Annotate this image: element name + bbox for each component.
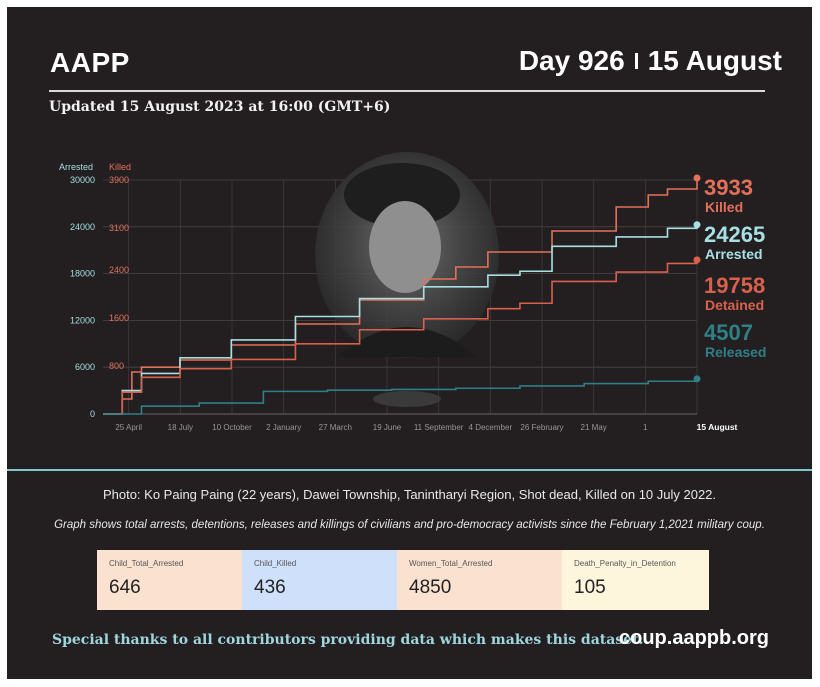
stat-child-killed: Child_Killed 436 (242, 550, 397, 610)
infographic-card: AAPP Day 926 15 August Updated 15 August … (7, 7, 812, 679)
series-line-killed (103, 178, 698, 415)
tick-label-killed: 2400 (109, 265, 129, 275)
series-endpoint-released (693, 375, 701, 383)
tick-label-date: 26 February (520, 423, 563, 432)
series-line-arrested (103, 224, 698, 415)
tick-label-date: 19 June (373, 423, 402, 432)
tick-label-arrested: 18000 (70, 269, 95, 279)
end-name-released: Released (705, 344, 766, 360)
stat-women-total-arrested: Women_Total_Arrested 4850 (397, 550, 562, 610)
tick-label-arrested: 24000 (70, 222, 95, 232)
tick-label-date: 21 May (581, 423, 607, 432)
chart-series (103, 174, 701, 415)
stat-value: 105 (574, 577, 606, 598)
section-divider (7, 469, 812, 471)
tick-label-killed: 800 (109, 361, 124, 371)
tick-label-date: 15 August (697, 422, 738, 432)
end-value-arrested: 24265 (704, 222, 765, 247)
axis-title-killed: Killed (109, 162, 131, 172)
tick-label-date: 4 December (469, 423, 513, 432)
separator-bar (634, 53, 638, 69)
series-line-detained (103, 259, 698, 415)
series-endpoint-arrested (693, 221, 701, 229)
tick-label-arrested: 30000 (70, 175, 95, 185)
end-name-detained: Detained (705, 297, 764, 313)
stat-value: 646 (109, 577, 141, 598)
stat-label: Death_Penalty_in_Detention (574, 559, 676, 568)
chart-axes: Arrested Killed 0 6000 12000 18000 24000 30000 8… (59, 162, 738, 432)
end-value-released: 4507 (704, 320, 753, 345)
tick-label-arrested: 0 (90, 409, 95, 419)
tick-label-date: 18 July (168, 423, 193, 432)
graph-note: Graph shows total arrests, detentions, r… (54, 519, 765, 531)
tick-label-date: 11 September (414, 423, 464, 432)
end-name-arrested: Arrested (705, 246, 763, 262)
thanks-note: Special thanks to all contributors provi… (52, 632, 644, 648)
tick-label-arrested: 12000 (70, 315, 95, 325)
photo-caption: Photo: Ko Paing Paing (22 years), Dawei … (102, 487, 717, 502)
brand-title: AAPP (50, 47, 130, 78)
stat-label: Child_Total_Arrested (109, 559, 184, 568)
tick-label-date: 1 (643, 423, 648, 432)
stat-value: 4850 (409, 577, 452, 598)
series-line-released (103, 378, 698, 415)
tick-label-killed: 3100 (109, 223, 129, 233)
end-name-killed: Killed (705, 199, 743, 215)
stats-row: Child_Total_Arrested 646 Child_Killed 43… (97, 550, 709, 610)
website-link: coup.aappb.org (619, 627, 769, 649)
day-number: Day 926 (518, 45, 625, 76)
series-endpoint-detained (693, 256, 701, 264)
series-endpoint-killed (693, 174, 701, 182)
tick-label-arrested: 6000 (75, 362, 95, 372)
end-value-detained: 19758 (704, 273, 765, 298)
stat-child-total-arrested: Child_Total_Arrested 646 (97, 550, 242, 610)
day-counter: Day 926 15 August (519, 45, 782, 77)
tick-label-date: 25 April (115, 423, 142, 432)
tick-label-date: 27 March (319, 423, 352, 432)
end-value-killed: 3933 (704, 175, 753, 200)
timeline-chart: Arrested Killed 0 6000 12000 18000 24000 30000 8… (59, 152, 766, 432)
stat-label: Women_Total_Arrested (409, 559, 493, 568)
tick-label-date: 10 October (212, 423, 252, 432)
stat-label: Child_Killed (254, 559, 297, 568)
tick-label-killed: 3900 (109, 175, 129, 185)
stat-death-penalty: Death_Penalty_in_Detention 105 (562, 550, 709, 610)
tick-label-date: 2 January (266, 423, 301, 432)
header-rule (49, 90, 765, 92)
victim-portrait (315, 152, 499, 407)
stat-value: 436 (254, 577, 286, 598)
updated-timestamp: Updated 15 August 2023 at 16:00 (GMT+6) (49, 99, 391, 115)
day-date: 15 August (647, 45, 782, 76)
tick-label-killed: 1600 (109, 313, 129, 323)
axis-title-arrested: Arrested (59, 162, 93, 172)
